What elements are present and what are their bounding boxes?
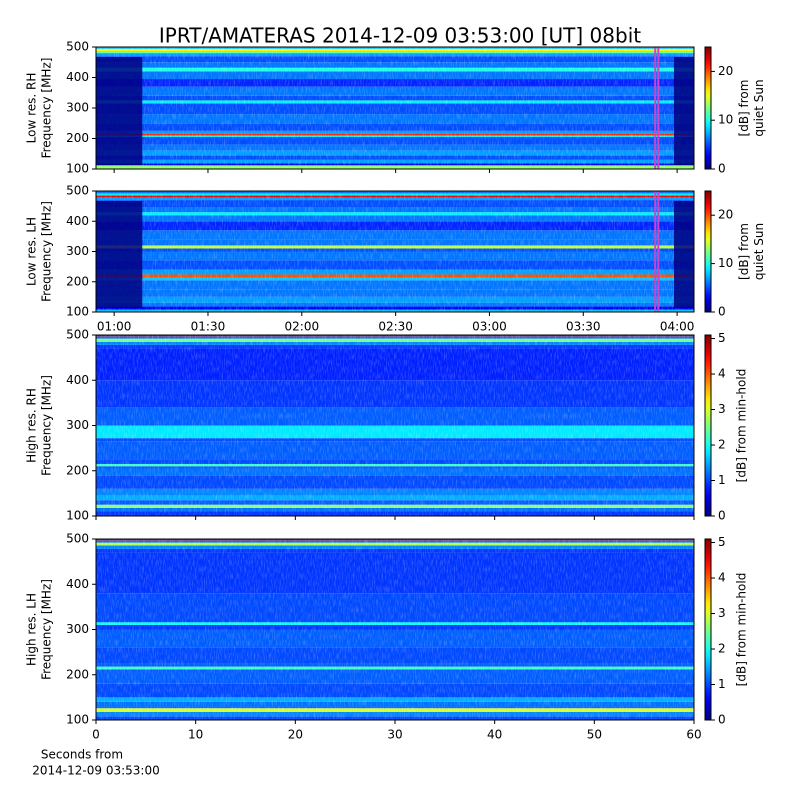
- y-tick-label: 300: [66, 101, 89, 115]
- x-tick-label: 04:00: [660, 320, 695, 334]
- y-axis-label: Frequency [MHz]: [40, 579, 54, 680]
- y-axis-label: High res. RH: [25, 388, 39, 463]
- chart-title: IPRT/AMATERAS 2014-12-09 03:53:00 [UT] 0…: [159, 24, 641, 48]
- y-tick-label: 500: [66, 532, 89, 546]
- y-tick-label: 500: [66, 40, 89, 54]
- x-tick-label: 03:00: [472, 320, 507, 334]
- y-tick-label: 100: [66, 162, 89, 176]
- colorbar-tick-label: 4: [718, 571, 726, 585]
- colorbar-tick-label: 4: [718, 367, 726, 381]
- y-axis-label: Frequency [MHz]: [40, 58, 54, 159]
- colorbar-tick-label: 3: [718, 402, 726, 416]
- y-tick-label: 200: [66, 667, 89, 681]
- spectrogram: [96, 191, 694, 312]
- x-tick-label: 02:00: [285, 320, 320, 334]
- colorbar-tick-label: 1: [718, 677, 726, 691]
- spectrogram: [96, 47, 694, 169]
- colorbar-tick-label: 1: [718, 473, 726, 487]
- colorbar-label: [dB] from: [737, 80, 751, 137]
- y-tick-label: 100: [66, 305, 89, 319]
- x-tick-label: 02:30: [378, 320, 413, 334]
- y-tick-label: 200: [66, 274, 89, 288]
- panel: 100 200 300 400 500 High res. RH Frequency [MH…: [25, 328, 749, 523]
- colorbar-tick-label: 0: [718, 162, 726, 176]
- y-tick-label: 400: [66, 577, 89, 591]
- colorbar-tick-label: 2: [718, 438, 726, 452]
- no-data: [673, 201, 694, 308]
- colorbar-tick-label: 0: [718, 509, 726, 523]
- y-tick-label: 400: [66, 70, 89, 84]
- colorbar-tick-label: 5: [718, 535, 726, 549]
- colorbar-label: [dB] from min-hold: [735, 573, 749, 687]
- spectrogram: [96, 539, 694, 720]
- x-tick-label: 10: [188, 728, 203, 742]
- noise-texture: [96, 191, 694, 312]
- x-axis-label: 2014-12-09 03:53:00: [32, 764, 159, 778]
- y-tick-label: 300: [66, 418, 89, 432]
- x-tick-label: 50: [587, 728, 602, 742]
- y-tick-label: 200: [66, 131, 89, 145]
- noise-texture: [96, 47, 694, 169]
- colorbar-label: quiet Sun: [752, 79, 766, 136]
- x-tick-label: 01:30: [191, 320, 226, 334]
- x-axis-label: Seconds from: [41, 748, 123, 762]
- colorbar-tick-label: 20: [718, 64, 733, 78]
- colorbar-label: quiet Sun: [752, 223, 766, 280]
- y-tick-label: 300: [66, 244, 89, 258]
- no-data: [673, 57, 694, 165]
- y-axis-label: Frequency [MHz]: [40, 375, 54, 476]
- colorbar-label: [dB] from: [737, 223, 751, 280]
- x-tick-label: 20: [288, 728, 303, 742]
- y-tick-label: 100: [66, 713, 89, 727]
- y-tick-label: 500: [66, 184, 89, 198]
- colorbar: [704, 334, 712, 517]
- x-tick-label: 40: [487, 728, 502, 742]
- colorbar-tick-label: 3: [718, 606, 726, 620]
- y-axis-label: Low res. RH: [25, 73, 39, 144]
- y-tick-label: 500: [66, 328, 89, 342]
- y-axis-label: High res. LH: [25, 593, 39, 666]
- y-tick-label: 200: [66, 463, 89, 477]
- colorbar-tick-label: 20: [718, 208, 733, 222]
- spectrogram: [96, 335, 694, 516]
- colorbar: [704, 190, 712, 313]
- noise-texture: [96, 539, 694, 720]
- colorbar-tick-label: 0: [718, 305, 726, 319]
- x-tick-label: 60: [686, 728, 701, 742]
- y-tick-label: 400: [66, 214, 89, 228]
- colorbar: [704, 538, 712, 721]
- noise-texture: [96, 335, 694, 516]
- x-tick-label: 01:00: [97, 320, 132, 334]
- x-tick-label: 30: [387, 728, 402, 742]
- x-tick-label: 0: [92, 728, 100, 742]
- y-tick-label: 100: [66, 509, 89, 523]
- colorbar-tick-label: 5: [718, 331, 726, 345]
- y-tick-label: 400: [66, 373, 89, 387]
- y-tick-label: 300: [66, 622, 89, 636]
- no-data: [96, 201, 143, 308]
- colorbar-tick-label: 2: [718, 642, 726, 656]
- x-tick-label: 03:30: [566, 320, 601, 334]
- colorbar-tick-label: 10: [718, 113, 733, 127]
- colorbar-label: [dB] from min-hold: [735, 369, 749, 483]
- colorbar-tick-label: 0: [718, 713, 726, 727]
- colorbar: [704, 46, 712, 170]
- y-axis-label: Low res. LH: [25, 217, 39, 286]
- y-axis-label: Frequency [MHz]: [40, 201, 54, 302]
- colorbar-tick-label: 10: [718, 256, 733, 270]
- no-data: [96, 57, 143, 165]
